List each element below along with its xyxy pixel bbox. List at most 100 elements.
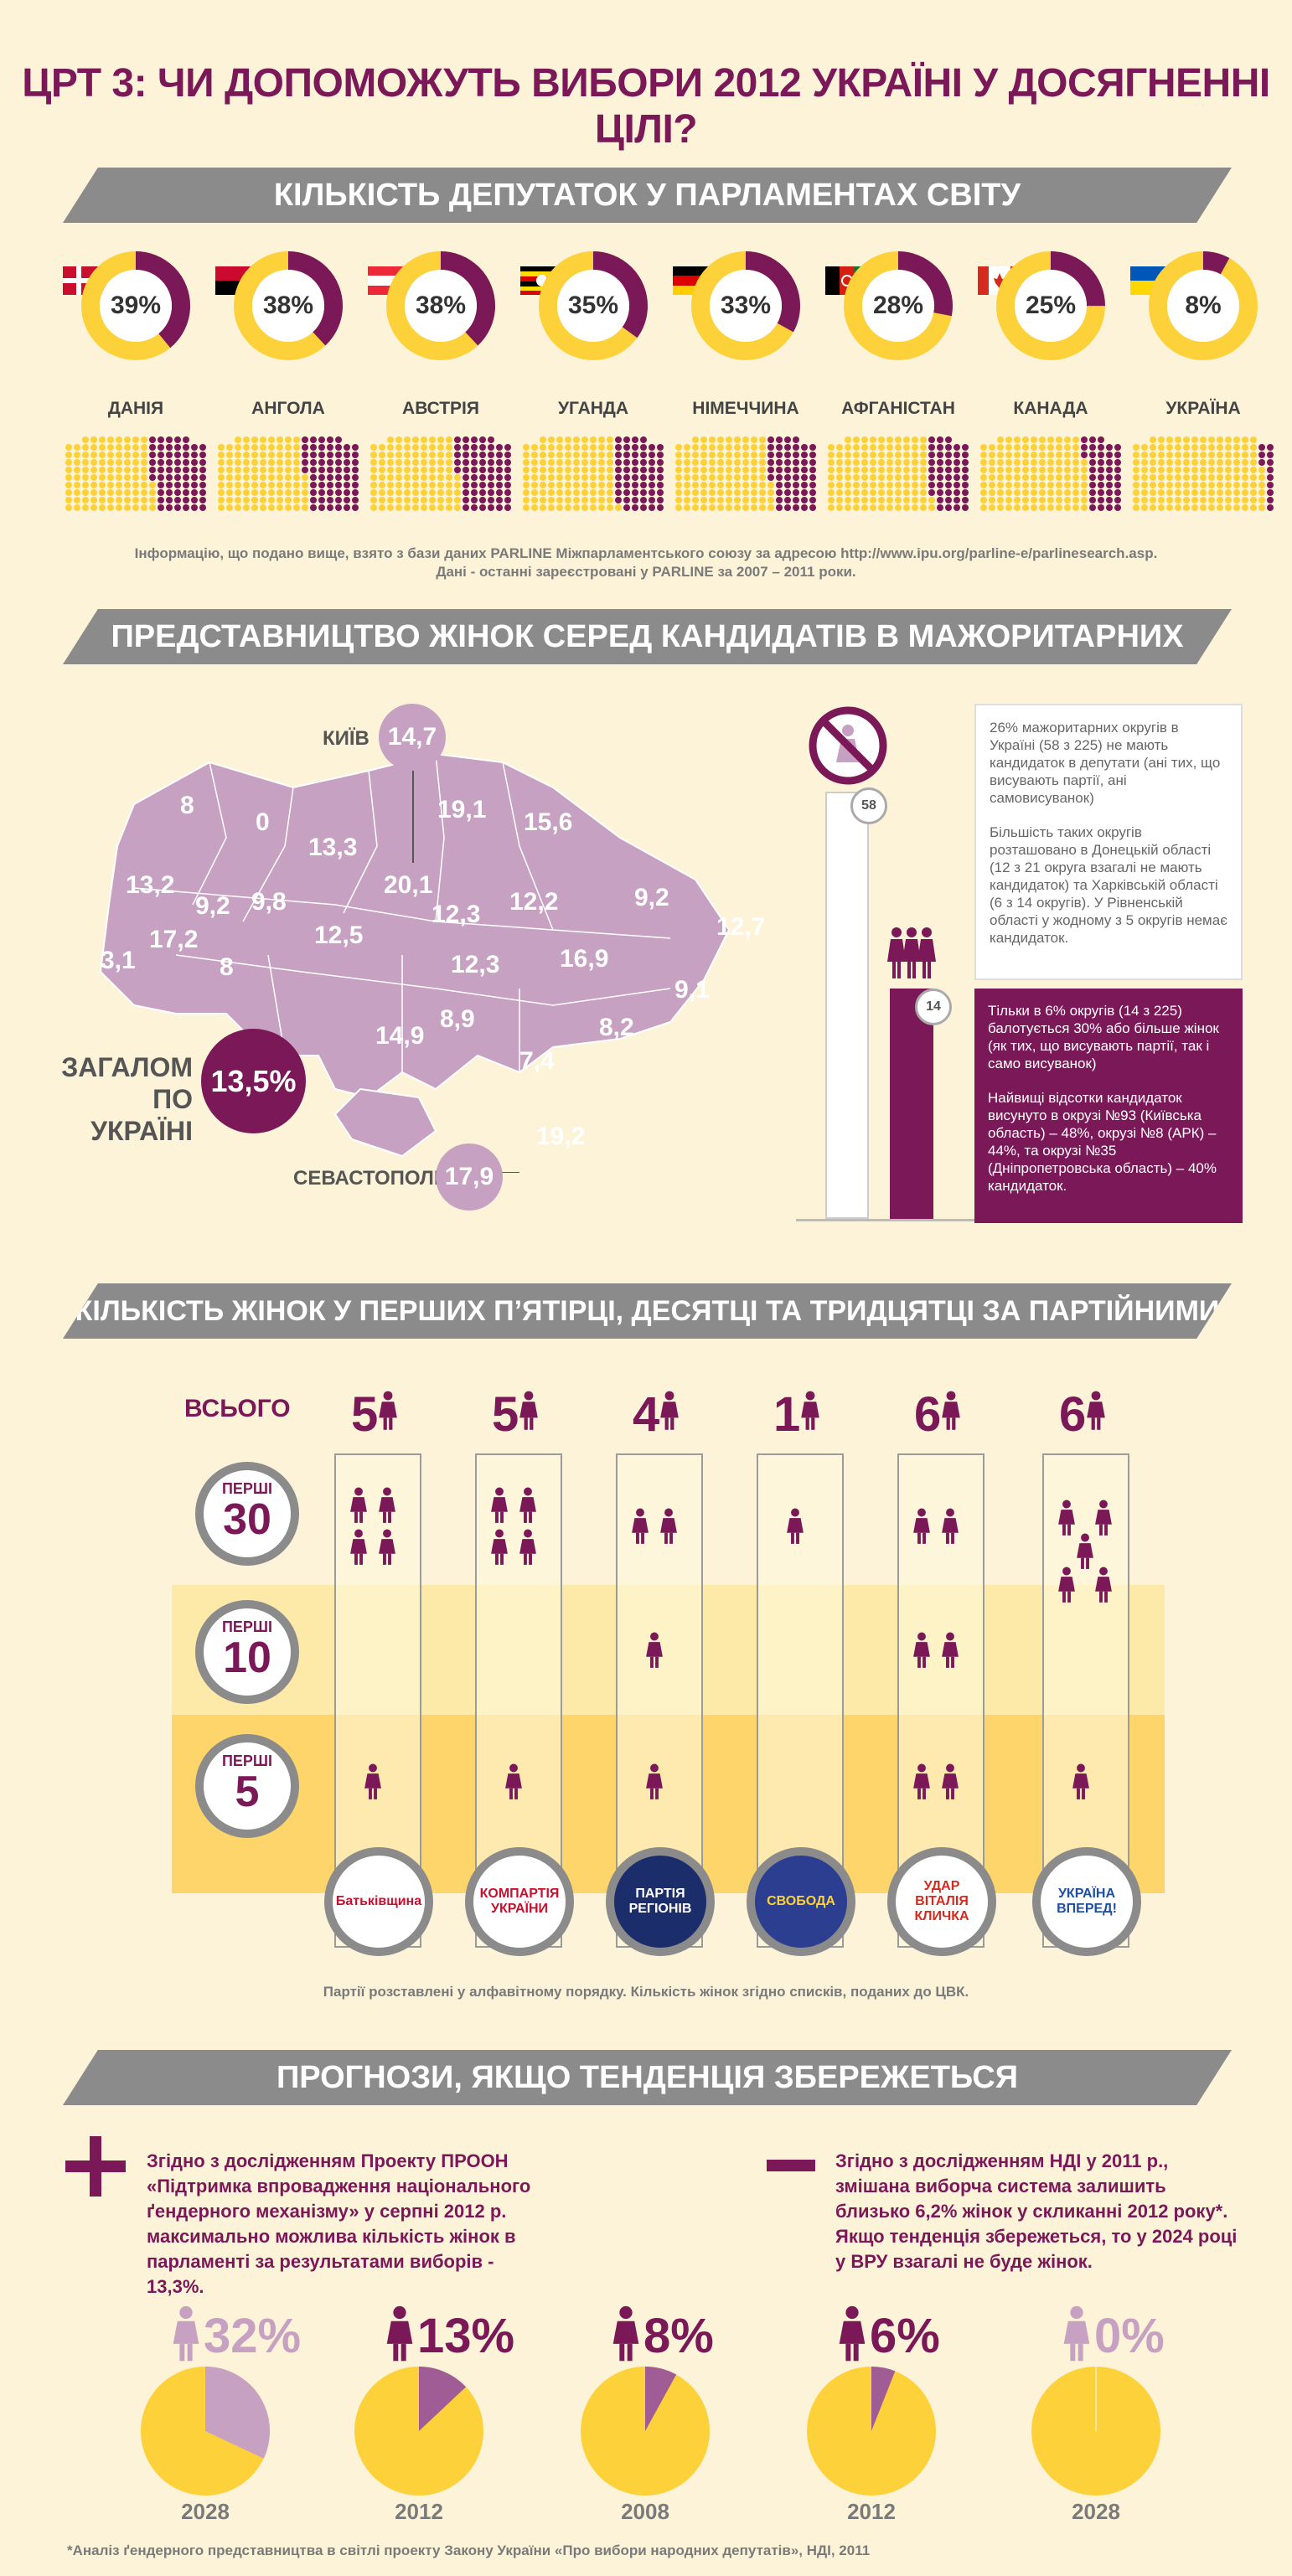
source-note: Інформацію, що подано вище, взято з бази… bbox=[0, 545, 1292, 581]
party-total-value: 4 bbox=[633, 1387, 660, 1442]
party-total: 6 bbox=[914, 1386, 961, 1443]
top5-circle: ПЕРШІ 5 bbox=[195, 1734, 299, 1838]
footnote: *Аналіз ґендерного представництва в світ… bbox=[67, 2542, 871, 2558]
region-value: 19,1 bbox=[437, 796, 487, 823]
section-title: ПРОГНОЗИ, ЯКЩО ТЕНДЕНЦІЯ ЗБЕРЕЖЕТЬСЯ bbox=[276, 2060, 1019, 2095]
woman-icon bbox=[1086, 1387, 1106, 1442]
country-name: ДАНІЯ bbox=[107, 399, 164, 418]
region-value: 17,2 bbox=[149, 926, 199, 953]
region-value: 9,2 bbox=[634, 884, 669, 911]
woman-icon bbox=[838, 2305, 866, 2367]
section-title: ПРЕДСТАВНИЦТВО ЖІНОК СЕРЕД КАНДИДАТІВ В … bbox=[111, 619, 1184, 710]
country-percent-label: 28% bbox=[872, 292, 924, 319]
region-value: 0 bbox=[256, 808, 270, 836]
country-percent-ring: 38% bbox=[225, 243, 351, 373]
kyiv-value-bubble: 14,7 bbox=[379, 704, 446, 771]
sevastopol-value-bubble: 17,9 bbox=[436, 1143, 503, 1211]
top30-label: ПЕРШІ bbox=[221, 1480, 273, 1497]
woman-icon bbox=[912, 1632, 931, 1673]
country-name: АФГАНІСТАН bbox=[841, 399, 955, 418]
section-banner-forecast: ПРОГНОЗИ, ЯКЩО ТЕНДЕНЦІЯ ЗБЕРЕЖЕТЬСЯ bbox=[63, 2050, 1232, 2105]
seat-dot-grid bbox=[979, 436, 1122, 513]
woman-icon bbox=[645, 1632, 664, 1673]
country-percent-ring: 28% bbox=[835, 243, 961, 373]
region-value: 9,1 bbox=[674, 976, 710, 1004]
forecast-percent: 6% bbox=[870, 2309, 940, 2363]
forecast-year: 2028 bbox=[1072, 2499, 1120, 2524]
forecast-percent: 13% bbox=[417, 2309, 515, 2363]
plus-icon bbox=[65, 2136, 126, 2197]
bar-no-women-districts bbox=[825, 792, 869, 1219]
bar2-value-badge: 14 bbox=[915, 989, 952, 1025]
country-name: УКРАЇНА bbox=[1165, 399, 1241, 418]
region-value: 8 bbox=[180, 792, 194, 819]
forecast-percent: 0% bbox=[1094, 2309, 1165, 2363]
region-value: 12,7 bbox=[716, 913, 766, 941]
country-percent-ring: 33% bbox=[683, 243, 809, 373]
top5-number: 5 bbox=[235, 1768, 260, 1816]
country-name: АНГОЛА bbox=[251, 399, 325, 418]
woman-icon bbox=[378, 1487, 396, 1528]
bar-30pct-women-districts bbox=[890, 989, 933, 1219]
bars-baseline bbox=[796, 1219, 980, 1221]
country-percent-label: 33% bbox=[720, 292, 772, 319]
bar1-value-badge: 58 bbox=[850, 787, 887, 824]
woman-icon bbox=[519, 1529, 537, 1570]
woman-icon bbox=[1072, 1763, 1090, 1804]
region-value: 3,1 bbox=[101, 947, 136, 974]
forecast-year: 2008 bbox=[621, 2499, 669, 2524]
women-group-icon bbox=[887, 927, 936, 978]
party-total-value: 6 bbox=[914, 1387, 942, 1442]
woman-icon bbox=[1094, 1567, 1113, 1608]
section-title: КІЛЬКІСТЬ ЖІНОК У ПЕРШИХ П’ЯТІРЦІ, ДЕСЯТ… bbox=[75, 1295, 1220, 1382]
top10-label: ПЕРШІ bbox=[221, 1618, 273, 1635]
sevastopol-label: СЕВАСТОПОЛЬ bbox=[293, 1167, 449, 1190]
woman-icon bbox=[645, 1763, 664, 1804]
woman-icon bbox=[941, 1763, 959, 1804]
region-value: 7,4 bbox=[519, 1047, 555, 1075]
woman-icon bbox=[941, 1632, 959, 1673]
total-label-line-1: ЗАГАЛОМ bbox=[61, 1052, 193, 1082]
country-percent-label: 8% bbox=[1185, 292, 1222, 319]
party-logo: УДАР ВІТАЛІЯ КЛИЧКА bbox=[887, 1847, 996, 1956]
region-value: 19,2 bbox=[536, 1123, 586, 1150]
country-percent-ring: 25% bbox=[988, 243, 1114, 373]
top30-number: 30 bbox=[223, 1495, 271, 1544]
woman-icon bbox=[1062, 2305, 1091, 2367]
source-line-2: Дані - останні зареєстровані у PARLINE з… bbox=[436, 564, 856, 580]
forecast-pie bbox=[1029, 2364, 1163, 2502]
country-name: УГАНДА bbox=[557, 399, 629, 418]
woman-icon bbox=[1057, 1500, 1076, 1541]
forecast-pie bbox=[804, 2364, 938, 2502]
party-logo: СВОБОДА bbox=[747, 1847, 855, 1956]
party-total-value: 5 bbox=[492, 1387, 519, 1442]
section-banner-party-lists: КІЛЬКІСТЬ ЖІНОК У ПЕРШИХ П’ЯТІРЦІ, ДЕСЯТ… bbox=[63, 1283, 1232, 1339]
region-value: 8,2 bbox=[599, 1014, 634, 1041]
country-name: АВСТРІЯ bbox=[402, 399, 479, 418]
woman-icon bbox=[490, 1529, 509, 1570]
minus-icon bbox=[767, 2160, 815, 2171]
woman-icon bbox=[659, 1508, 678, 1549]
forecast-year: 2028 bbox=[181, 2499, 230, 2524]
seat-dot-grid bbox=[522, 436, 664, 513]
woman-icon bbox=[800, 1387, 820, 1442]
woman-icon bbox=[490, 1487, 509, 1528]
party-note: Партії розставлені у алфавітному порядку… bbox=[323, 1984, 969, 2000]
region-value: 9,2 bbox=[195, 892, 230, 920]
info-box-high-women: Тільки в 6% округів (14 з 225) балотуєть… bbox=[974, 989, 1243, 1223]
woman-icon bbox=[941, 1508, 959, 1549]
forecast-year: 2012 bbox=[395, 2499, 443, 2524]
info-box-no-women: 26% мажоритарних округів в Україні (58 з… bbox=[974, 704, 1243, 980]
seat-dot-grid bbox=[827, 436, 969, 513]
woman-icon bbox=[349, 1529, 368, 1570]
woman-icon bbox=[504, 1763, 523, 1804]
party-total: 4 bbox=[633, 1386, 680, 1443]
party-total: 5 bbox=[492, 1386, 539, 1443]
page-title: ЦРТ 3: ЧИ ДОПОМОЖУТЬ ВИБОРИ 2012 УКРАЇНІ… bbox=[22, 61, 1270, 152]
country-name: КАНАДА bbox=[1013, 399, 1088, 418]
party-total: 6 bbox=[1059, 1386, 1106, 1443]
woman-icon bbox=[631, 1508, 649, 1549]
region-value: 12,5 bbox=[314, 921, 364, 949]
region-value: 20,1 bbox=[384, 871, 433, 899]
country-percent-label: 38% bbox=[415, 292, 467, 319]
